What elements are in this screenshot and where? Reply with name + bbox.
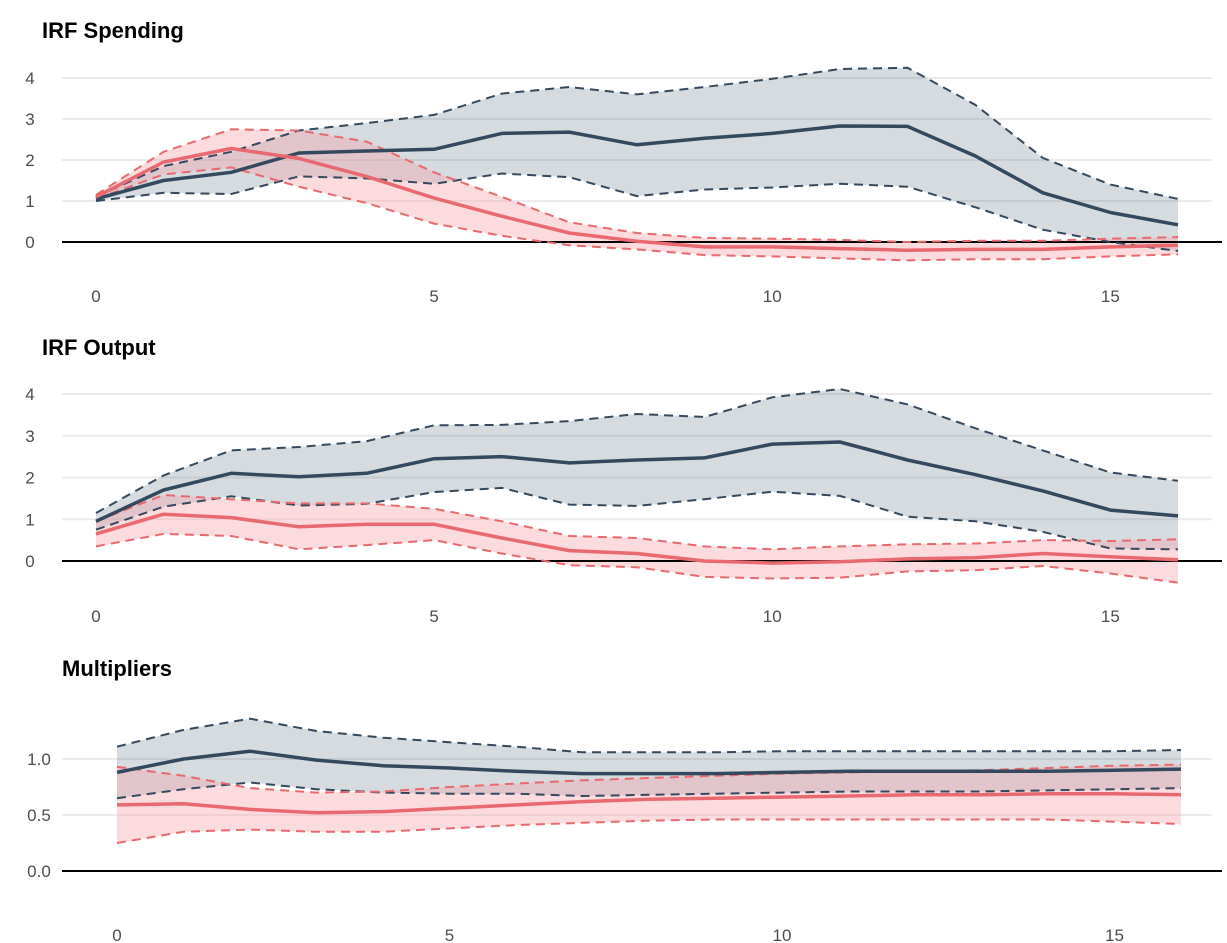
panel-title: IRF Spending	[42, 18, 184, 43]
x-tick-label: 0	[91, 287, 100, 306]
x-tick-label: 10	[763, 287, 782, 306]
plot-area: 0.0 0.5 1.0 0 5 10 15	[27, 717, 1222, 943]
confidence-band	[96, 129, 1178, 261]
upper-bound-line	[95, 387, 1179, 514]
lower-bound-line	[95, 172, 1179, 252]
x-tick-label: 0	[91, 607, 100, 626]
upper-bound-line	[95, 128, 1179, 244]
x-tick-label: 15	[1105, 926, 1124, 943]
x-tick-label: 15	[1101, 287, 1120, 306]
confidence-band	[117, 764, 1181, 843]
x-tick-label: 15	[1101, 607, 1120, 626]
upper-bound-line	[95, 66, 1179, 200]
plot-area: 0 1 2 3 4 0 5 10 15	[25, 66, 1222, 306]
mean-line	[95, 440, 1179, 523]
mean-line	[95, 124, 1179, 227]
lower-bound-line	[116, 818, 1182, 844]
lower-bound-line	[95, 532, 1179, 584]
y-tick-label: 2	[25, 151, 34, 170]
mean-line	[95, 146, 1179, 252]
x-tick-label: 10	[773, 926, 792, 943]
y-tick-label: 0	[25, 233, 34, 252]
mean-line	[116, 791, 1182, 815]
upper-bound-line	[95, 493, 1179, 551]
confidence-band	[96, 389, 1178, 550]
y-tick-label: 2	[25, 469, 34, 488]
x-tick-label: 5	[445, 926, 454, 943]
panel-multipliers: Multipliers 0.0 0.5 1.0 0 5 10 15	[27, 656, 1222, 943]
upper-bound-line	[116, 763, 1182, 794]
panel-irf-output: IRF Output 0 1 2 3 4 0 5 10 15	[25, 335, 1222, 626]
y-tick-label: 0.0	[27, 862, 51, 881]
x-tick-label: 0	[112, 926, 121, 943]
upper-bound-line	[116, 717, 1182, 754]
x-tick-label: 10	[763, 607, 782, 626]
y-tick-label: 4	[25, 385, 34, 404]
panel-title: IRF Output	[42, 335, 156, 360]
x-tick-label: 5	[429, 607, 438, 626]
x-tick-label: 5	[429, 287, 438, 306]
y-tick-label: 4	[25, 69, 34, 88]
panel-title: Multipliers	[62, 656, 172, 681]
lower-bound-line	[116, 781, 1182, 800]
y-tick-label: 3	[25, 427, 34, 446]
panel-irf-spending: IRF Spending 0 1 2 3 4 0 5 10 15	[25, 18, 1222, 306]
mean-line	[95, 512, 1179, 565]
y-tick-label: 1	[25, 192, 34, 211]
y-tick-label: 1	[25, 510, 34, 529]
y-tick-label: 1.0	[27, 750, 51, 769]
confidence-band	[96, 67, 1178, 251]
plot-area: 0 1 2 3 4 0 5 10 15	[25, 385, 1222, 626]
y-tick-label: 0.5	[27, 806, 51, 825]
lower-bound-line	[95, 166, 1179, 262]
y-tick-label: 3	[25, 110, 34, 129]
mean-line	[116, 749, 1182, 776]
y-tick-label: 0	[25, 552, 34, 571]
